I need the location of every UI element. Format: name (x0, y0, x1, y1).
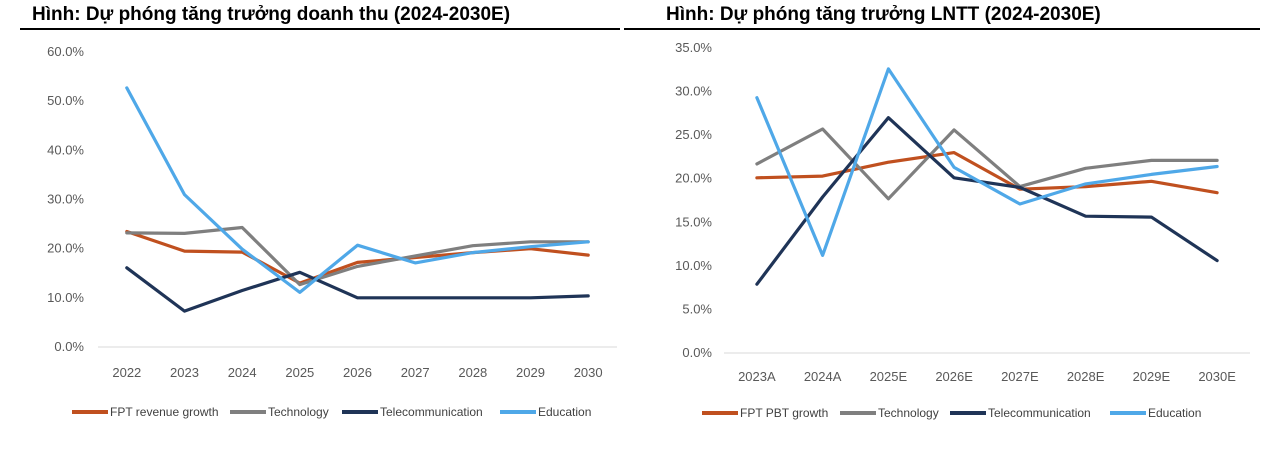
y-tick-label: 15.0% (675, 214, 712, 229)
chart-title: Hình: Dự phóng tăng trưởng doanh thu (20… (32, 4, 511, 25)
series-line-telecommunication (125, 266, 590, 313)
y-tick-label: 5.0% (682, 301, 712, 316)
pbt-growth-chart-panel: Hình: Dự phóng tăng trưởng LNTT (2024-20… (624, 0, 1279, 456)
y-tick-label: 30.0% (47, 192, 84, 207)
y-tick-label: 35.0% (675, 40, 712, 55)
y-tick-label: 40.0% (47, 142, 84, 157)
series-line-telecommunication (755, 116, 1219, 286)
series-line-education (125, 86, 590, 294)
legend: FPT PBT growth Technology Telecommunicatio… (702, 406, 1201, 420)
x-tick-label: 2023A (738, 369, 776, 384)
x-tick-label: 2030 (574, 365, 603, 380)
y-tick-label: 0.0% (54, 339, 84, 354)
x-tick-label: 2030E (1198, 369, 1236, 384)
y-tick-label: 10.0% (675, 258, 712, 273)
x-tick-label: 2023 (170, 365, 199, 380)
y-tick-label: 50.0% (47, 93, 84, 108)
x-tick-label: 2027E (1001, 369, 1039, 384)
y-tick-label: 20.0% (675, 171, 712, 186)
x-tick-label: 2028 (458, 365, 487, 380)
legend-label-telecommunication: Telecommunication (988, 406, 1091, 420)
legend-label-telecommunication: Telecommunication (380, 405, 483, 419)
x-tick-label: 2025 (285, 365, 314, 380)
legend-label-fpt-revenue-growth: FPT revenue growth (110, 405, 219, 419)
series-line-education (755, 67, 1219, 257)
legend-label-education: Education (538, 405, 591, 419)
title-underline (624, 28, 1260, 30)
y-tick-label: 25.0% (675, 127, 712, 142)
revenue-growth-chart-panel: Hình: Dự phóng tăng trưởng doanh thu (20… (20, 4, 620, 419)
chart-title: Hình: Dự phóng tăng trưởng LNTT (2024-20… (666, 4, 1101, 25)
legend-label-technology: Technology (878, 406, 939, 420)
x-tick-label: 2024 (228, 365, 257, 380)
legend: FPT revenue growth Technology Telecommunic… (72, 405, 591, 419)
series-line-technology (125, 225, 590, 287)
x-tick-label: 2029E (1133, 369, 1171, 384)
y-tick-label: 60.0% (47, 44, 84, 59)
y-tick-label: 0.0% (682, 345, 712, 360)
x-tick-label: 2027 (401, 365, 430, 380)
y-tick-label: 20.0% (47, 241, 84, 256)
legend-label-education: Education (1148, 406, 1201, 420)
series-line-fpt-revenue-growth (125, 229, 590, 285)
title-underline (20, 28, 620, 30)
x-tick-label: 2029 (516, 365, 545, 380)
x-tick-label: 2025E (870, 369, 908, 384)
legend-label-fpt-pbt-growth: FPT PBT growth (740, 406, 828, 420)
x-tick-label: 2022 (112, 365, 141, 380)
series-line-fpt-pbt-growth (755, 151, 1219, 195)
legend-label-technology: Technology (268, 405, 329, 419)
y-tick-label: 10.0% (47, 290, 84, 305)
revenue-growth-line-chart: 0.0% 10.0% 20.0% 30.0% 40.0% 50.0% 60.0% 2022 20… (47, 44, 617, 419)
pbt-growth-line-chart: 0.0% 5.0% 10.0% 15.0% 20.0% 25.0% 30.0% 35.0% 20… (675, 40, 1250, 420)
x-tick-label: 2024A (804, 369, 842, 384)
series-line-technology (755, 127, 1219, 201)
y-tick-label: 30.0% (675, 84, 712, 99)
x-tick-label: 2028E (1067, 369, 1105, 384)
x-tick-label: 2026E (935, 369, 973, 384)
x-tick-label: 2026 (343, 365, 372, 380)
